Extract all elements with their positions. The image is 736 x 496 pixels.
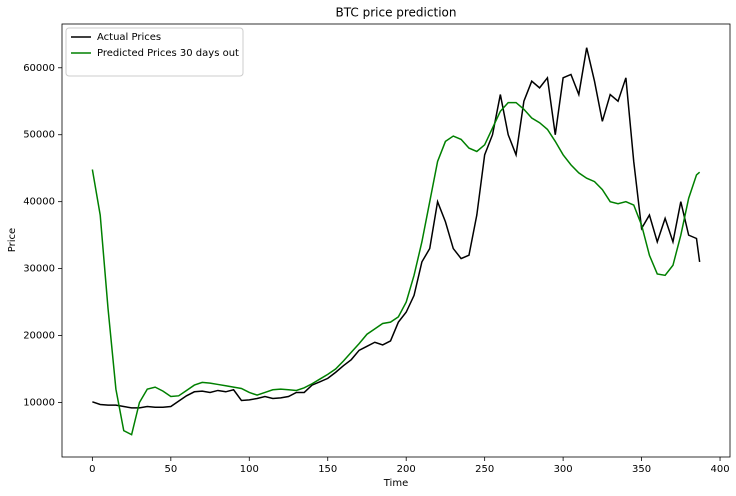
legend-label: Actual Prices xyxy=(97,32,161,43)
y-axis-label: Price xyxy=(7,228,18,252)
y-tick-label: 30000 xyxy=(23,264,55,275)
x-tick-label: 400 xyxy=(710,464,729,475)
x-tick-label: 150 xyxy=(318,464,337,475)
x-tick-label: 300 xyxy=(554,464,573,475)
series-line xyxy=(91,101,701,436)
x-tick-label: 50 xyxy=(164,464,177,475)
legend: Actual Prices Predicted Prices 30 days ou… xyxy=(65,27,244,77)
y-tick-label: 10000 xyxy=(23,398,55,409)
x-tick-label: 100 xyxy=(240,464,259,475)
x-tick-label: 250 xyxy=(475,464,494,475)
legend-box xyxy=(65,27,244,77)
chart-title: BTC price prediction xyxy=(336,6,457,20)
x-tick-label: 0 xyxy=(89,464,95,475)
x-tick-label: 200 xyxy=(397,464,416,475)
x-axis-label: Time xyxy=(383,478,408,489)
x-tick-label: 350 xyxy=(632,464,651,475)
legend-label: Predicted Prices 30 days out xyxy=(97,48,239,59)
y-tick-label: 60000 xyxy=(23,63,55,74)
series-line xyxy=(92,47,701,409)
plot-frame xyxy=(61,23,731,458)
y-tick-label: 40000 xyxy=(23,197,55,208)
y-tick-label: 50000 xyxy=(23,130,55,141)
y-tick-label: 20000 xyxy=(23,331,55,342)
